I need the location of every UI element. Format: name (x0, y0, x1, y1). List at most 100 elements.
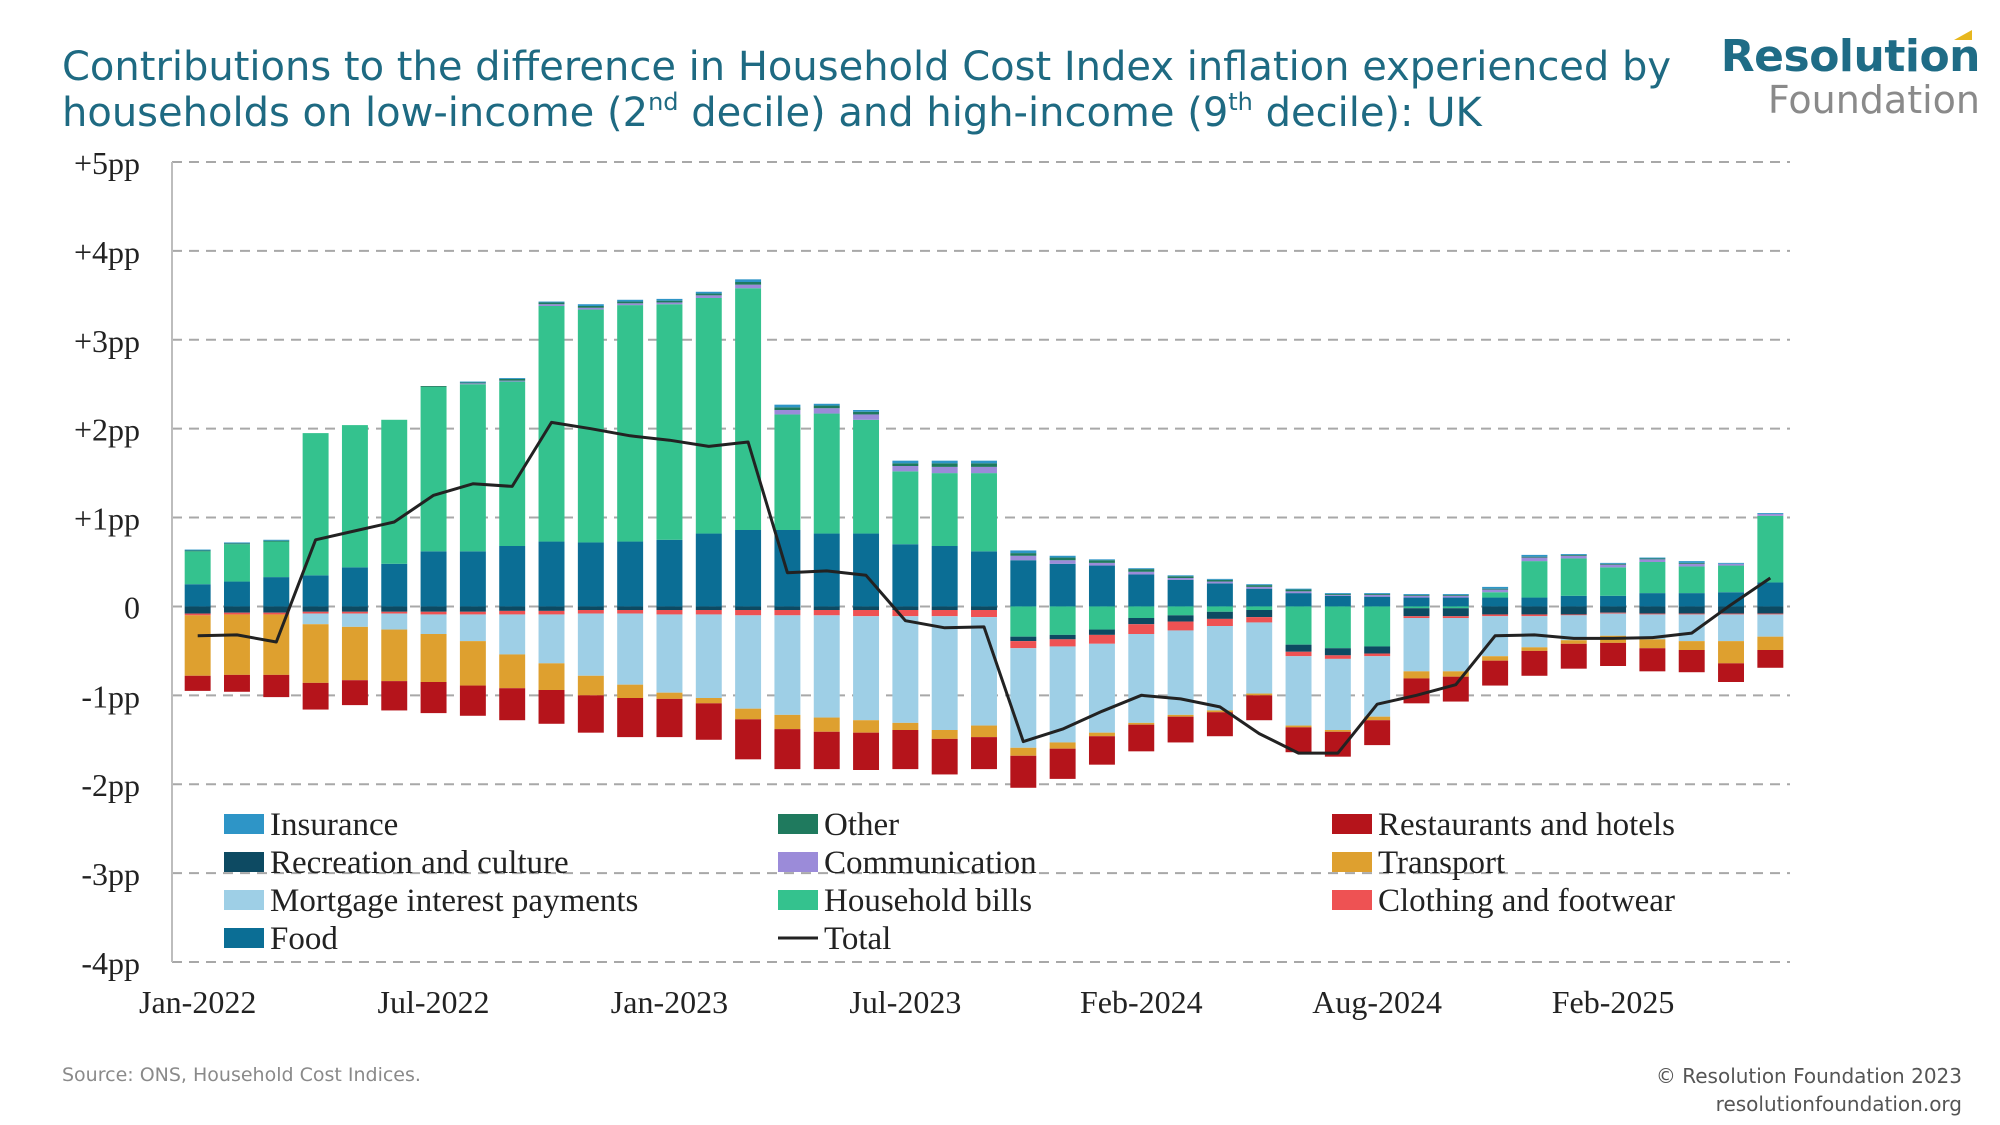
bar-segment-recreation (1521, 606, 1548, 615)
bar-segment-restaurants (1049, 748, 1076, 779)
y-tick-label: -2pp (81, 767, 140, 803)
bar-segment-food (499, 546, 526, 607)
bar-segment-mortgage (1560, 615, 1587, 641)
x-tick-label: Feb-2025 (1552, 984, 1675, 1020)
bar-segment-mortgage (1442, 618, 1469, 672)
bar-segment-insurance (538, 301, 565, 303)
bar-segment-clothing (1049, 639, 1076, 647)
bar-segment-transport (1639, 639, 1666, 649)
legend-swatch-recreation (224, 852, 264, 872)
bar-segment-household_bills (1049, 606, 1076, 635)
bar-segment-other (538, 302, 565, 305)
bar-segment-transport (931, 730, 958, 739)
bar-segment-clothing (341, 611, 368, 614)
bar-segment-household_bills (184, 551, 211, 585)
bar-segment-insurance (1600, 562, 1627, 564)
legend-label-food: Food (270, 921, 338, 957)
bar-segment-communication (931, 466, 958, 474)
bar-segment-household_bills (892, 471, 919, 545)
bar-segment-communication (1010, 555, 1037, 561)
bar-segment-other (1442, 594, 1469, 596)
bar-segment-clothing (1678, 613, 1705, 615)
bar-segment-other (617, 301, 644, 304)
bar-segment-insurance (1718, 562, 1744, 564)
bar-segment-household_bills (1246, 606, 1273, 610)
legend-label-restaurants: Restaurants and hotels (1378, 807, 1675, 843)
bar-segment-mortgage (695, 614, 722, 698)
bar-segment-restaurants (577, 695, 604, 733)
bar-segment-transport (420, 634, 447, 682)
bar-segment-household_bills (695, 298, 722, 534)
title-text-c: decile): UK (1252, 90, 1482, 136)
legend-swatch-food (224, 928, 264, 948)
bar-segment-clothing (1206, 618, 1233, 626)
bar-segment-mortgage (1206, 626, 1233, 711)
bar-segment-food (184, 584, 211, 607)
bar-segment-food (577, 542, 604, 607)
bar-segment-clothing (1167, 621, 1194, 631)
legend-label-recreation: Recreation and culture (270, 845, 569, 881)
bar-segment-household_bills (1128, 606, 1155, 618)
bar-segment-food (1088, 565, 1115, 607)
y-tick-label: -1pp (81, 678, 140, 714)
title-text-a: households on low-income (2 (62, 90, 649, 136)
bar-segment-recreation (263, 606, 290, 613)
bar-segment-recreation (1167, 615, 1194, 622)
bar-segment-recreation (853, 606, 880, 610)
bar-segment-transport (1128, 722, 1155, 725)
bar-segment-food (1718, 592, 1744, 607)
bar-segment-recreation (656, 606, 683, 610)
legend-swatch-clothing (1332, 890, 1372, 910)
bar-segment-insurance (617, 299, 644, 302)
bar-segment-food (735, 530, 762, 607)
bar-segment-food (381, 563, 408, 607)
bar-segment-other (184, 550, 211, 552)
bar-segment-communication (1718, 563, 1744, 566)
bar-segment-insurance (459, 381, 486, 383)
bar-segment-mortgage (1600, 613, 1627, 636)
bar-segment-restaurants (1246, 695, 1273, 721)
bar-segment-other (263, 540, 290, 542)
bar-segment-insurance (1403, 594, 1430, 595)
title-line-1: Contributions to the difference in House… (62, 44, 1672, 90)
bar-segment-communication (1285, 591, 1312, 594)
bar-segment-insurance (971, 460, 997, 464)
bar-segment-food (971, 551, 997, 607)
bar-segment-insurance (263, 539, 290, 541)
bar-segment-household_bills (1757, 515, 1784, 583)
bar-segment-communication (499, 380, 526, 382)
bar-segment-other (1678, 562, 1705, 564)
bar-segment-recreation (420, 606, 447, 612)
bar-segment-household_bills (853, 419, 880, 534)
bar-segment-household_bills (459, 384, 486, 552)
bar-segment-insurance (1560, 554, 1587, 555)
bar-segment-mortgage (341, 613, 368, 627)
bar-segment-insurance (1246, 584, 1273, 586)
x-tick-label: Jul-2022 (378, 984, 490, 1020)
bar-segment-food (1364, 596, 1391, 607)
bar-segment-other (499, 378, 526, 381)
bar-segment-clothing (1521, 614, 1548, 617)
bar-segment-communication (1324, 594, 1351, 596)
bar-segment-insurance (1482, 586, 1509, 589)
bar-segment-clothing (971, 610, 997, 618)
bar-segment-insurance (1167, 575, 1194, 577)
bar-segment-insurance (695, 291, 722, 294)
bar-segment-transport (1442, 671, 1469, 677)
bar-segment-transport (735, 708, 762, 720)
bar-segment-insurance (1364, 593, 1391, 594)
bar-segment-other (1010, 553, 1037, 556)
bar-segment-recreation (538, 606, 565, 611)
bar-segment-household_bills (971, 473, 997, 552)
bar-segment-insurance (1049, 555, 1076, 558)
bar-segment-insurance (1128, 568, 1155, 570)
bar-segment-household_bills (931, 473, 958, 546)
bar-segment-recreation (1246, 610, 1273, 618)
bar-segment-restaurants (538, 690, 565, 724)
bar-segment-transport (1678, 641, 1705, 650)
bar-segment-clothing (1364, 653, 1391, 657)
legend-label-total: Total (824, 921, 891, 957)
bar-segment-recreation (1285, 644, 1312, 652)
logo-line-2: Foundation (1767, 78, 1980, 122)
